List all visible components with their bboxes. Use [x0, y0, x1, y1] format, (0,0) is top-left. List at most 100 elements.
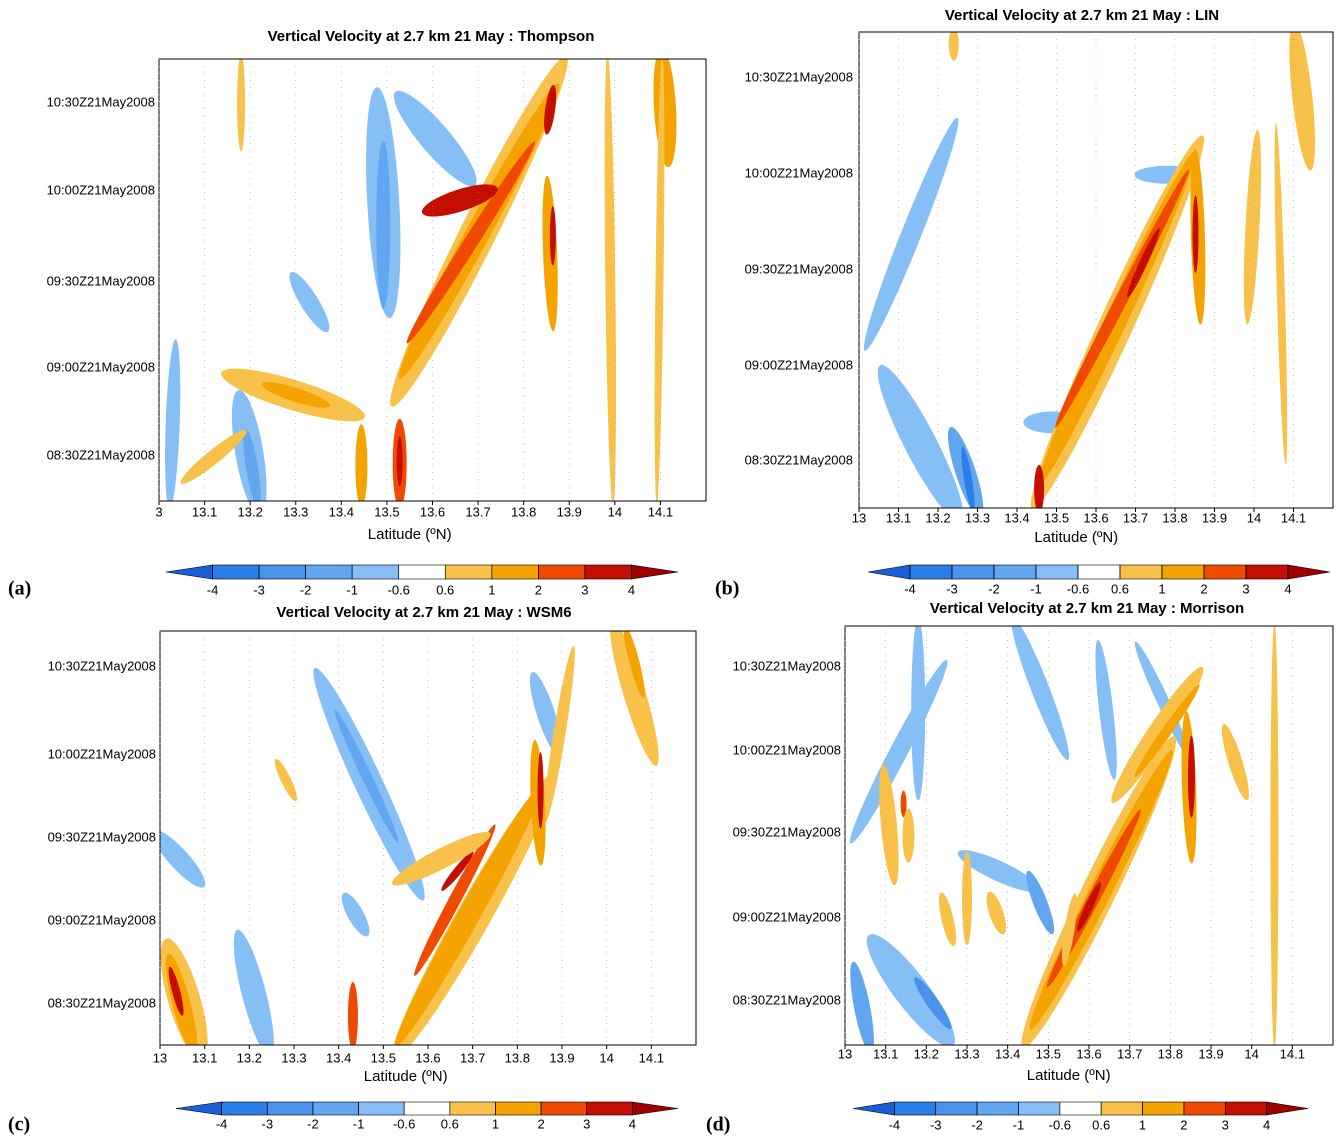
colorbar-label: -2: [307, 1116, 319, 1131]
x-tick-label: 13.1: [886, 510, 911, 525]
colorbar-bin: [305, 564, 353, 580]
x-tick-label: 13.8: [511, 504, 536, 519]
contour-region: [1134, 684, 1200, 777]
x-tick-label: 13.4: [329, 504, 354, 519]
colorbar-bin: [584, 564, 632, 580]
colorbar-label: -2: [971, 1117, 983, 1132]
contour-region: [902, 808, 915, 863]
x-tick-label: 13.4: [326, 1050, 351, 1065]
contour-region: [393, 90, 477, 187]
y-tick-label: 08:30Z21May2008: [745, 452, 853, 467]
x-tick-label: 3: [155, 504, 162, 519]
contour-region: [376, 140, 391, 310]
x-tick-label: 13.4: [1004, 510, 1029, 525]
contour-region: [237, 59, 246, 152]
colorbar-label: -3: [253, 582, 265, 597]
x-tick-label: 13.5: [374, 504, 399, 519]
x-tick-label: 13.5: [371, 1050, 396, 1065]
colorbar-label: -2: [988, 581, 1000, 596]
contour-region: [1111, 666, 1204, 804]
colorbar-bin: [993, 564, 1037, 580]
x-axis-label: Latitude (ºN): [368, 526, 452, 543]
colorbar-bin: [909, 564, 953, 580]
colorbar-label: 3: [1222, 1117, 1229, 1132]
x-tick-label: 13: [153, 1050, 167, 1065]
colorbar-bin: [358, 1101, 405, 1116]
colorbar-label: -1: [1013, 1117, 1025, 1132]
contour-region: [877, 364, 964, 508]
contour-region: [261, 382, 330, 408]
colorbar-label: -0.6: [393, 1116, 415, 1131]
y-tick-label: 09:00Z21May2008: [48, 912, 156, 927]
contour-region: [168, 966, 184, 1016]
contour-field: [165, 59, 677, 501]
y-tick-label: 09:30Z21May2008: [47, 273, 155, 288]
colorbar-label: 0.6: [1111, 581, 1129, 596]
x-tick-label: 13.6: [415, 1050, 440, 1065]
colorbar-bin: [1035, 564, 1079, 580]
colorbar-bin: [312, 1101, 359, 1116]
contour-region: [396, 436, 403, 487]
y-tick-label: 10:30Z21May2008: [48, 658, 156, 673]
colorbar-bin: [976, 1101, 1019, 1116]
x-tick-label: 13: [852, 510, 866, 525]
contour-field: [160, 631, 659, 1045]
colorbar-label: -0.6: [1067, 581, 1089, 596]
y-tick-label: 10:30Z21May2008: [733, 658, 841, 673]
colorbar-bin: [258, 564, 306, 580]
colorbar-label: 2: [1180, 1117, 1187, 1132]
contour-region: [604, 59, 617, 501]
contour-region: [653, 59, 677, 168]
colorbar-label: 2: [1200, 581, 1207, 596]
contour-region: [334, 709, 399, 843]
colorbar-label: -3: [946, 581, 958, 596]
contour-region: [986, 891, 1006, 935]
y-tick-label: 10:00Z21May2008: [745, 165, 853, 180]
colorbar-label: -3: [930, 1117, 942, 1132]
contour-region: [863, 117, 959, 351]
contour-region: [1026, 870, 1055, 935]
colorbar-bin: [935, 1101, 978, 1116]
colorbar-bin: [1018, 1101, 1061, 1116]
contour-region: [1061, 893, 1077, 967]
colorbar-label: 0.6: [441, 1116, 459, 1131]
colorbar-bin: [951, 564, 995, 580]
colorbar-label: -3: [261, 1116, 273, 1131]
colorbar-label: 3: [583, 1116, 590, 1131]
panel-label: (b): [715, 578, 739, 600]
contour-region: [1011, 626, 1070, 761]
x-tick-label: 13.5: [1044, 510, 1069, 525]
contour-region: [1289, 32, 1316, 171]
chart-title: Vertical Velocity at 2.7 km 21 May : Tho…: [268, 28, 595, 45]
colorbar-arrow: [867, 564, 911, 580]
chart-title: Vertical Velocity at 2.7 km 21 May : WSM…: [276, 604, 571, 621]
x-tick-label: 13.8: [1162, 510, 1187, 525]
contour-region: [879, 764, 899, 886]
contour-region: [1221, 724, 1249, 801]
x-tick-label: 14.1: [1280, 1046, 1305, 1061]
contour-region: [850, 961, 874, 1045]
x-tick-label: 13.9: [1202, 510, 1227, 525]
x-tick-label: 14.1: [1281, 510, 1306, 525]
colorbar-arrow: [1287, 564, 1331, 580]
colorbar-label: -1: [1030, 581, 1042, 596]
contour-region: [441, 851, 474, 891]
colorbar-bin: [491, 564, 539, 580]
x-tick-label: 13.9: [557, 504, 582, 519]
contour-region: [165, 339, 181, 501]
contour-region: [233, 929, 274, 1045]
contour-region: [1274, 123, 1288, 465]
colorbar-label: -4: [889, 1117, 901, 1132]
contour-region: [243, 428, 261, 501]
contour-region: [957, 850, 1040, 893]
x-tick-label: 13.8: [1158, 1046, 1183, 1061]
colorbar-bin: [495, 1101, 542, 1116]
x-tick-label: 14: [1247, 510, 1261, 525]
panel-label: (d): [706, 1114, 730, 1136]
contour-region: [610, 631, 659, 766]
colorbar-bin: [1077, 564, 1121, 580]
panel-label: (a): [8, 578, 31, 600]
x-tick-label: 14: [1244, 1046, 1258, 1061]
x-tick-label: 13.1: [192, 504, 217, 519]
